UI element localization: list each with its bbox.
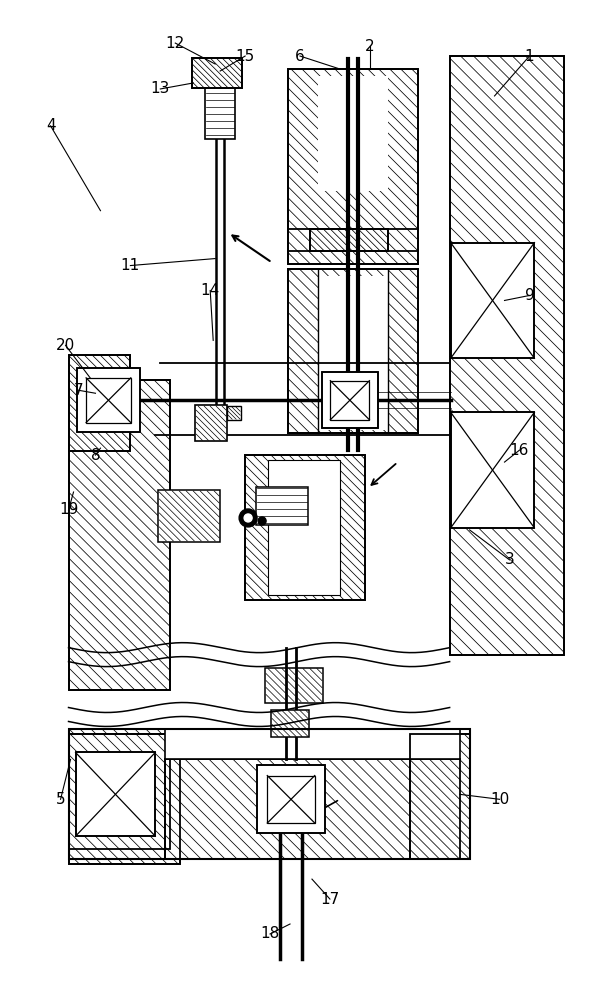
Bar bbox=[257, 765, 325, 833]
Bar bbox=[205, 71, 235, 139]
Text: 7: 7 bbox=[74, 383, 83, 398]
Text: 18: 18 bbox=[261, 926, 280, 941]
Text: 20: 20 bbox=[56, 338, 75, 353]
Bar bbox=[310, 229, 388, 251]
Bar bbox=[195, 405, 227, 441]
Text: 6: 6 bbox=[295, 49, 305, 64]
Bar bbox=[288, 69, 418, 264]
Text: 1: 1 bbox=[525, 49, 534, 64]
Bar bbox=[257, 765, 325, 833]
Text: 2: 2 bbox=[365, 39, 375, 54]
Bar bbox=[322, 372, 378, 428]
Bar bbox=[68, 380, 170, 690]
Circle shape bbox=[258, 517, 266, 525]
Bar bbox=[158, 490, 220, 542]
Bar bbox=[271, 710, 309, 737]
Bar bbox=[227, 406, 241, 420]
Bar bbox=[86, 378, 131, 423]
Text: 5: 5 bbox=[56, 792, 65, 807]
Bar bbox=[318, 76, 388, 191]
Bar bbox=[165, 729, 459, 759]
Bar bbox=[77, 368, 140, 432]
Bar bbox=[410, 734, 469, 859]
Text: 3: 3 bbox=[505, 552, 515, 567]
Text: 14: 14 bbox=[201, 283, 220, 298]
Bar bbox=[450, 56, 565, 655]
Bar bbox=[245, 455, 365, 600]
Bar bbox=[450, 243, 534, 358]
Bar bbox=[288, 69, 418, 264]
Bar bbox=[68, 729, 170, 849]
Bar bbox=[310, 229, 388, 251]
Bar bbox=[77, 368, 140, 432]
Bar bbox=[288, 269, 418, 433]
Text: 9: 9 bbox=[525, 288, 534, 303]
Bar bbox=[68, 729, 469, 859]
Text: 12: 12 bbox=[165, 36, 185, 51]
Bar bbox=[68, 380, 170, 690]
Bar bbox=[76, 752, 155, 836]
Bar bbox=[68, 355, 130, 451]
Bar bbox=[265, 668, 323, 703]
Bar bbox=[192, 58, 242, 88]
Text: 19: 19 bbox=[59, 502, 78, 517]
Bar bbox=[165, 759, 459, 859]
Circle shape bbox=[239, 509, 257, 527]
Bar bbox=[76, 752, 155, 836]
Circle shape bbox=[244, 514, 252, 522]
Text: 16: 16 bbox=[510, 443, 529, 458]
Text: 13: 13 bbox=[151, 81, 170, 96]
Text: 10: 10 bbox=[490, 792, 509, 807]
Bar bbox=[268, 460, 340, 595]
Bar bbox=[318, 276, 388, 430]
Bar bbox=[330, 381, 369, 420]
Bar bbox=[322, 372, 378, 428]
Bar bbox=[165, 759, 459, 859]
Bar bbox=[267, 776, 315, 823]
Bar bbox=[450, 412, 534, 528]
Bar bbox=[288, 269, 418, 433]
Bar bbox=[68, 355, 130, 451]
Text: 8: 8 bbox=[90, 448, 101, 463]
Bar bbox=[450, 412, 534, 528]
Text: 15: 15 bbox=[236, 49, 255, 64]
Bar bbox=[450, 243, 534, 358]
Bar bbox=[245, 455, 365, 600]
Bar bbox=[450, 56, 565, 655]
Bar bbox=[410, 734, 469, 859]
Bar bbox=[256, 487, 308, 525]
Text: 4: 4 bbox=[46, 118, 55, 133]
Bar bbox=[68, 729, 170, 849]
Bar bbox=[68, 734, 180, 864]
Text: 11: 11 bbox=[121, 258, 140, 273]
Bar bbox=[192, 58, 242, 88]
Bar bbox=[68, 734, 180, 864]
Text: 17: 17 bbox=[320, 892, 340, 907]
